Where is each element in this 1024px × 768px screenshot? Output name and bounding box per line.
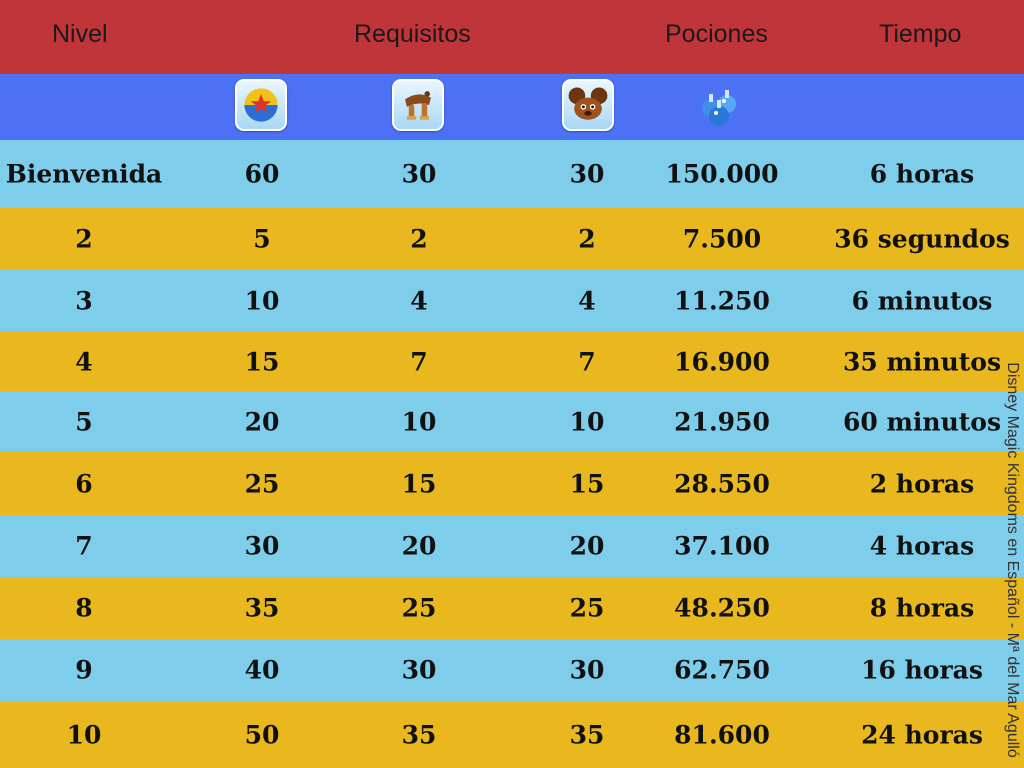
nivel-cell: 8 — [75, 593, 93, 623]
header-pociones: Pociones — [665, 20, 768, 48]
requisito-2-cell: 4 — [410, 286, 428, 316]
saddle-icon — [392, 79, 444, 131]
table-row: 9 40 30 30 62.750 16 horas — [0, 639, 1024, 701]
requisito-2-cell: 25 — [401, 593, 437, 623]
nivel-cell: 9 — [75, 655, 93, 685]
nivel-cell: 3 — [75, 286, 93, 316]
pociones-cell: 16.900 — [674, 347, 770, 376]
requisito-3-cell: 7 — [578, 347, 596, 376]
requisito-2-cell: 35 — [401, 720, 437, 749]
header-requisitos: Requisitos — [354, 20, 471, 48]
tiempo-cell: 35 minutos — [842, 347, 1002, 376]
requisito-1-cell: 35 — [244, 593, 280, 623]
nivel-cell: 10 — [66, 720, 102, 749]
requisito-1-cell: 50 — [244, 720, 280, 749]
nivel-cell: 6 — [75, 469, 93, 498]
requisito-2-cell: 30 — [401, 159, 437, 189]
table-row: 3 10 4 4 11.250 6 minutos — [0, 270, 1024, 332]
requisito-2-cell: 20 — [401, 531, 437, 561]
requisito-3-cell: 30 — [569, 159, 605, 189]
requisito-3-cell: 10 — [569, 407, 605, 436]
pociones-cell: 48.250 — [674, 593, 770, 623]
table-row: 8 35 25 25 48.250 8 horas — [0, 577, 1024, 639]
table-row: 7 30 20 20 37.100 4 horas — [0, 515, 1024, 577]
table-row: 10 50 35 35 81.600 24 horas — [0, 701, 1024, 768]
requisito-1-cell: 5 — [253, 224, 271, 254]
pociones-cell: 150.000 — [665, 159, 779, 189]
pociones-cell: 62.750 — [674, 655, 770, 685]
pociones-cell: 81.600 — [674, 720, 770, 749]
pociones-cell: 7.500 — [682, 224, 762, 254]
requisito-3-cell: 4 — [578, 286, 596, 316]
tiempo-cell: 4 horas — [869, 531, 975, 561]
tiempo-cell: 16 horas — [861, 655, 983, 685]
requisito-1-cell: 60 — [244, 159, 280, 189]
tiempo-cell: 6 minutos — [851, 286, 993, 316]
tiempo-cell: 60 minutos — [842, 407, 1002, 436]
tiempo-cell: 8 horas — [869, 593, 975, 623]
pociones-cell: 28.550 — [674, 469, 770, 498]
requisito-3-cell: 15 — [569, 469, 605, 498]
requisito-3-cell: 25 — [569, 593, 605, 623]
requisito-3-cell: 35 — [569, 720, 605, 749]
tiempo-cell: 2 horas — [869, 469, 975, 498]
nivel-cell: 5 — [75, 407, 93, 436]
nivel-cell: 2 — [75, 224, 93, 254]
requisito-2-cell: 15 — [401, 469, 437, 498]
watermark: Disney Magic Kingdoms en Español - Mª de… — [1004, 362, 1021, 758]
nivel-cell: 7 — [75, 531, 93, 561]
requisito-1-cell: 20 — [244, 407, 280, 436]
header-tiempo: Tiempo — [879, 20, 962, 48]
potions-icon — [697, 82, 743, 130]
requisito-3-cell: 2 — [578, 224, 596, 254]
requisito-2-cell: 30 — [401, 655, 437, 685]
tiempo-cell: 24 horas — [861, 720, 983, 749]
tiempo-cell: 6 horas — [869, 159, 975, 189]
table-row: 6 25 15 15 28.550 2 horas — [0, 452, 1024, 515]
nivel-cell: Bienvenida — [5, 159, 163, 189]
requisito-2-cell: 2 — [410, 224, 428, 254]
table-row: 2 5 2 2 7.500 36 segundos — [0, 208, 1024, 270]
requisito-3-cell: 20 — [569, 531, 605, 561]
requisito-2-cell: 7 — [410, 347, 428, 376]
requisito-2-cell: 10 — [401, 407, 437, 436]
requirement-icons-row — [0, 74, 1024, 140]
header-nivel: Nivel — [52, 20, 108, 48]
tiempo-cell: 36 segundos — [834, 224, 1010, 254]
mouse-ears-hat-icon — [562, 79, 614, 131]
requisito-1-cell: 10 — [244, 286, 280, 316]
table-row: Bienvenida 60 30 30 150.000 6 horas — [0, 140, 1024, 208]
requisito-1-cell: 25 — [244, 469, 280, 498]
ball-icon — [235, 79, 287, 131]
requisito-1-cell: 30 — [244, 531, 280, 561]
requisito-1-cell: 40 — [244, 655, 280, 685]
table-row: 4 15 7 7 16.900 35 minutos — [0, 332, 1024, 391]
nivel-cell: 4 — [75, 347, 93, 376]
pociones-cell: 21.950 — [674, 407, 770, 436]
requisito-1-cell: 15 — [244, 347, 280, 376]
pociones-cell: 11.250 — [674, 286, 770, 316]
pociones-cell: 37.100 — [674, 531, 770, 561]
requisito-3-cell: 30 — [569, 655, 605, 685]
table-header: Nivel Requisitos Pociones Tiempo — [0, 0, 1024, 74]
table-row: 5 20 10 10 21.950 60 minutos — [0, 391, 1024, 452]
